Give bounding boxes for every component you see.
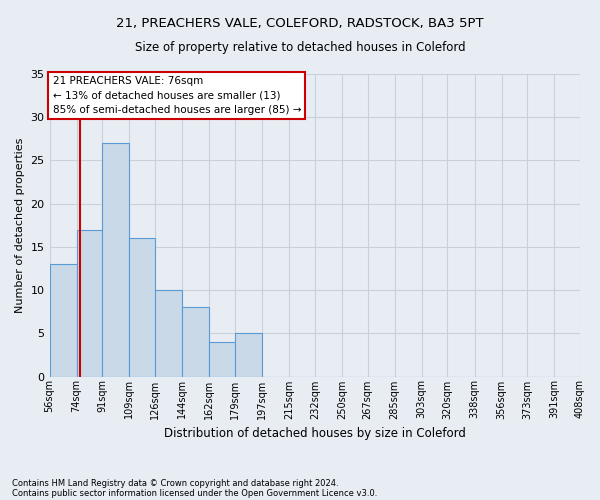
Bar [209, 342, 235, 376]
Bar [155, 290, 182, 376]
Bar [182, 308, 209, 376]
Text: Size of property relative to detached houses in Coleford: Size of property relative to detached ho… [134, 41, 466, 54]
Bar [235, 334, 262, 376]
Text: Contains public sector information licensed under the Open Government Licence v3: Contains public sector information licen… [12, 488, 377, 498]
Text: Contains HM Land Registry data © Crown copyright and database right 2024.: Contains HM Land Registry data © Crown c… [12, 478, 338, 488]
X-axis label: Distribution of detached houses by size in Coleford: Distribution of detached houses by size … [164, 427, 466, 440]
Bar [77, 230, 102, 376]
Y-axis label: Number of detached properties: Number of detached properties [15, 138, 25, 313]
Bar [102, 143, 130, 376]
Text: 21 PREACHERS VALE: 76sqm
← 13% of detached houses are smaller (13)
85% of semi-d: 21 PREACHERS VALE: 76sqm ← 13% of detach… [53, 76, 301, 116]
Bar [130, 238, 155, 376]
Text: 21, PREACHERS VALE, COLEFORD, RADSTOCK, BA3 5PT: 21, PREACHERS VALE, COLEFORD, RADSTOCK, … [116, 18, 484, 30]
Bar [50, 264, 77, 376]
